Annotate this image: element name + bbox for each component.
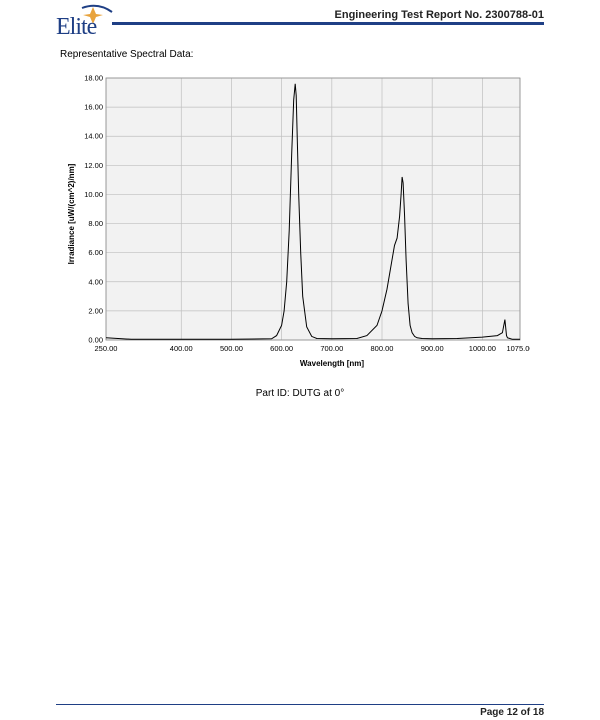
- x-tick-label: 900.00: [421, 344, 444, 353]
- page-number: Page 12 of 18: [480, 707, 544, 718]
- footer-divider: [56, 704, 544, 705]
- x-tick-label: 500.00: [220, 344, 243, 353]
- report-title: Engineering Test Report No. 2300788-01: [334, 9, 544, 21]
- x-tick-label: 1075.00: [506, 344, 530, 353]
- logo-wordmark: Elite: [56, 14, 97, 40]
- y-tick-label: 4.00: [88, 277, 103, 286]
- y-tick-label: 16.00: [84, 103, 103, 112]
- x-tick-label: 250.00: [95, 344, 118, 353]
- y-tick-label: 18.00: [84, 74, 103, 83]
- plot-frame: [105, 77, 521, 341]
- header-divider: [112, 22, 544, 25]
- x-axis-label: Wavelength [nm]: [300, 359, 364, 368]
- y-axis-label: Irradiance [uW/(cm^2)/nm]: [67, 163, 76, 264]
- star-logo-icon: [81, 4, 113, 24]
- section-label: Representative Spectral Data:: [60, 49, 194, 60]
- series-line: [105, 83, 520, 340]
- plot-background: [106, 78, 520, 340]
- company-logo: Elite: [54, 4, 114, 40]
- figure-caption: Part ID: DUTG at 0°: [255, 388, 345, 399]
- y-tick-label: 2.00: [88, 306, 103, 315]
- spectral-chart: 250.00 400.00 500.00 600.00 700.00 800.00 900.…: [67, 74, 530, 369]
- x-tick-label: 600.00: [270, 344, 293, 353]
- x-tick-label: 700.00: [320, 344, 343, 353]
- y-tick-label: 0.00: [88, 336, 103, 345]
- x-tick-label: 400.00: [170, 344, 193, 353]
- y-tick-label: 12.00: [84, 161, 103, 170]
- x-tick-label: 1000.00: [469, 344, 496, 353]
- y-tick-label: 14.00: [84, 132, 103, 141]
- y-tick-label: 6.00: [88, 248, 103, 257]
- y-tick-label: 10.00: [84, 190, 103, 199]
- x-tick-label: 800.00: [371, 344, 394, 353]
- y-tick-label: 8.00: [88, 219, 103, 228]
